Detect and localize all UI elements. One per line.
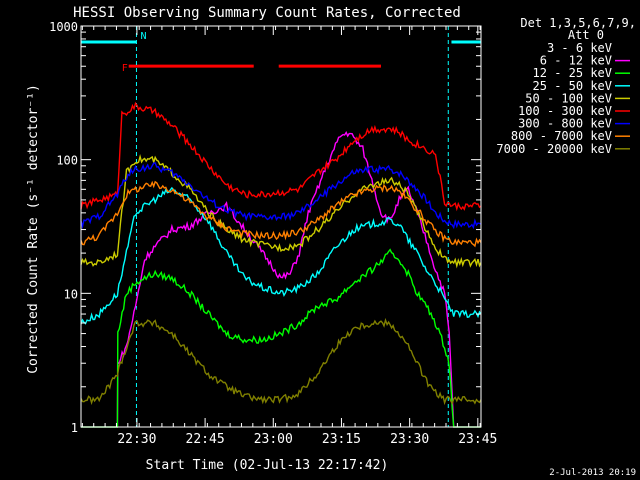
y-tick-label: 1000 <box>49 20 78 34</box>
legend-label-0: 3 - 6 keV <box>547 41 612 55</box>
y-tick-label: 1 <box>71 421 78 435</box>
series-line-2 <box>81 248 481 428</box>
series-line-7 <box>80 180 482 248</box>
x-tick-label: 23:15 <box>322 432 361 447</box>
series-line-5 <box>80 101 482 212</box>
x-axis-label: Start Time (02-Jul-13 22:17:42) <box>146 458 389 473</box>
legend-label-7: 800 - 7000 keV <box>511 129 612 143</box>
x-tick-label: 22:30 <box>117 432 156 447</box>
flag-label-N: N <box>140 31 146 42</box>
x-tick-label: 23:00 <box>254 432 293 447</box>
legend-label-3: 25 - 50 keV <box>533 79 612 93</box>
series-line-6 <box>80 162 482 230</box>
legend-label-1: 6 - 12 keV <box>540 54 612 68</box>
legend-header-line-1: Det 1,3,5,6,7,9, <box>520 16 636 30</box>
legend-label-2: 12 - 25 keV <box>533 66 612 80</box>
y-tick-label: 10 <box>64 287 78 301</box>
series-line-8 <box>80 317 482 406</box>
y-tick-label: 100 <box>56 154 78 168</box>
legend-label-4: 50 - 100 keV <box>525 91 612 105</box>
plot-area: F N 1 10 100 1000 22:30 22:45 23:00 23:15 23:30 23:… <box>49 20 497 447</box>
flag-label-F: F <box>122 63 128 74</box>
legend-header-line-2: Att 0 <box>568 28 604 42</box>
series-line-0 <box>81 117 481 428</box>
plot-timestamp: 2-Jul-2013 20:19 <box>549 468 636 478</box>
legend-label-6: 300 - 800 keV <box>518 117 612 131</box>
series-line-3 <box>80 186 482 325</box>
x-tick-label: 23:45 <box>458 432 497 447</box>
legend-label-5: 100 - 300 keV <box>518 104 612 118</box>
legend-label-8: 7000 - 20000 keV <box>496 142 612 156</box>
chart-title: HESSI Observing Summary Count Rates, Cor… <box>73 5 461 21</box>
series-line-4 <box>80 154 482 269</box>
plot-frame <box>80 25 482 428</box>
y-axis-label: Corrected Count Rate (s⁻¹ detector⁻¹) <box>26 84 41 374</box>
x-tick-label: 22:45 <box>186 432 225 447</box>
x-tick-label: 23:30 <box>390 432 429 447</box>
